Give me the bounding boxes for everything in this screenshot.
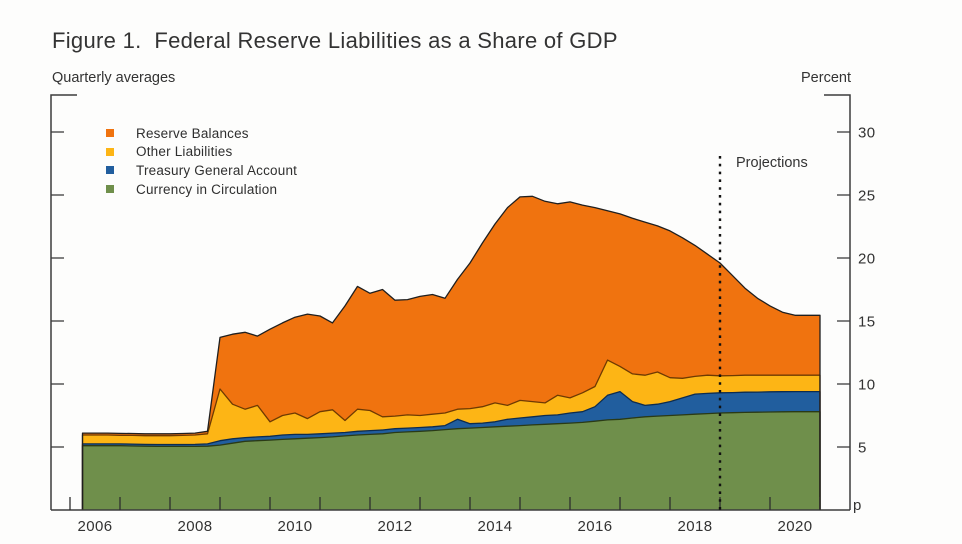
y-axis-tick-label: 30 [858, 125, 876, 142]
legend-item-other-liabilities: Other Liabilities [106, 143, 297, 162]
x-axis-tick-label: 2018 [678, 518, 713, 535]
legend-swatch-treasury-general-account [106, 166, 114, 175]
frequency-label: Quarterly averages [52, 70, 176, 86]
y-axis-tick-label: 5 [858, 440, 867, 457]
legend-item-reserve-balances: Reserve Balances [106, 124, 297, 143]
x-axis-tick-label: 2020 [778, 518, 813, 535]
legend-label: Reserve Balances [136, 125, 249, 141]
x-axis-tick-label: 2008 [178, 518, 213, 535]
boundary-currency-in-circulation [81, 411, 821, 510]
x-axis-tick-label: 2010 [278, 518, 313, 535]
legend-label: Other Liabilities [136, 144, 233, 160]
legend-item-currency-in-circulation: Currency in Circulation [106, 180, 297, 199]
y-axis-tick-label: 15 [858, 314, 876, 331]
y-axis-unit-label: Percent [801, 70, 851, 86]
boundary-other-liabilities [81, 359, 821, 510]
y-axis-tick-label: 25 [858, 188, 876, 205]
y-axis-tick-label: 20 [858, 251, 876, 268]
legend-swatch-currency-in-circulation [106, 185, 114, 194]
legend-swatch-reserve-balances [106, 129, 114, 138]
legend-label: Treasury General Account [136, 162, 298, 178]
x-axis-tick-label: 2014 [478, 518, 513, 535]
boundary-reserve-balances [81, 195, 821, 510]
area-currency-in-circulation [82, 411, 820, 510]
y-axis-right [824, 94, 851, 510]
legend: Reserve Balances Other Liabilities Treas… [106, 124, 297, 198]
y-axis-tick-label: 10 [858, 377, 876, 394]
legend-item-treasury-general-account: Treasury General Account [106, 161, 297, 180]
boundary-treasury-general-account [81, 390, 821, 510]
figure-title: Figure 1. Federal Reserve Liabilities as… [52, 28, 618, 53]
y-axis-left [50, 94, 77, 510]
footnote-p-marker: p [853, 497, 862, 514]
legend-label: Currency in Circulation [136, 181, 278, 197]
projections-label: Projections [736, 155, 808, 171]
x-axis-tick-label: 2006 [78, 518, 113, 535]
legend-swatch-other-liabilities [106, 147, 114, 156]
x-axis-tick-label: 2012 [378, 518, 413, 535]
x-axis-tick-label: 2016 [578, 518, 613, 535]
